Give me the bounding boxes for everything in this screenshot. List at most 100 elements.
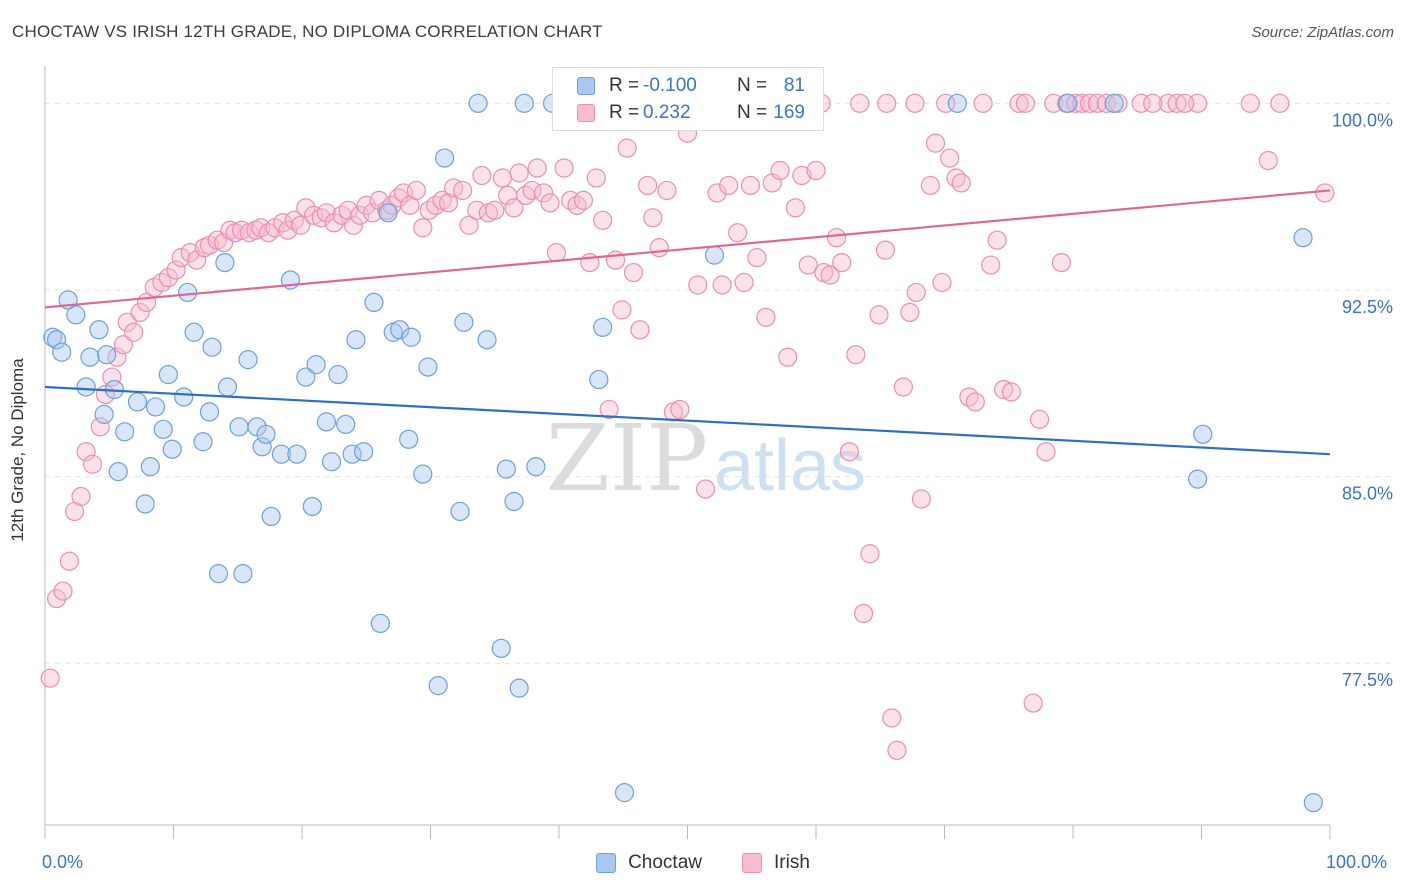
r-label: R = bbox=[609, 75, 640, 96]
irish-point bbox=[102, 367, 122, 387]
irish-point bbox=[438, 193, 459, 213]
irish-point bbox=[932, 272, 952, 293]
irish-point bbox=[826, 228, 847, 248]
irish-point bbox=[951, 173, 971, 193]
watermark-atlas: atlas bbox=[714, 426, 866, 506]
n-label: N = bbox=[737, 102, 768, 123]
choctaw-point bbox=[401, 327, 421, 347]
irish-swatch bbox=[577, 104, 595, 122]
irish-point bbox=[419, 200, 439, 220]
irish-point bbox=[504, 198, 524, 218]
irish-point bbox=[90, 417, 110, 437]
choctaw-point bbox=[306, 355, 326, 375]
chart-title: CHOCTAW VS IRISH 12TH GRADE, NO DIPLOMA … bbox=[12, 22, 603, 41]
irish-point bbox=[670, 399, 690, 420]
choctaw-point bbox=[399, 429, 419, 449]
choctaw-point bbox=[413, 464, 433, 484]
choctaw-point bbox=[418, 357, 438, 377]
choctaw-point bbox=[390, 320, 410, 340]
irish-point bbox=[567, 195, 587, 215]
choctaw-point bbox=[509, 678, 529, 698]
irish-point bbox=[877, 93, 897, 113]
irish-point bbox=[593, 210, 613, 230]
choctaw-point bbox=[76, 377, 96, 397]
irish-point bbox=[220, 220, 240, 240]
irish-point bbox=[792, 165, 812, 186]
irish-point bbox=[981, 255, 1001, 275]
series-legend: Choctaw Irish bbox=[0, 852, 1406, 874]
watermark-zip: ZIP bbox=[546, 405, 708, 512]
irish-point bbox=[887, 740, 907, 760]
irish-point bbox=[820, 265, 840, 285]
irish-point bbox=[860, 544, 880, 564]
n-value: 169 bbox=[773, 102, 805, 123]
y-tick-label: 85.0% bbox=[1342, 484, 1393, 504]
choctaw-point bbox=[199, 402, 220, 422]
legend-label-choctaw: Choctaw bbox=[628, 852, 702, 873]
choctaw-point bbox=[491, 638, 511, 658]
y-tick-label: 100.0% bbox=[1332, 110, 1393, 130]
irish-point bbox=[363, 203, 383, 223]
axes bbox=[44, 66, 1331, 839]
irish-point bbox=[533, 183, 554, 203]
irish-point bbox=[53, 581, 73, 601]
irish-point bbox=[472, 165, 492, 186]
irish-point bbox=[1096, 93, 1117, 113]
irish-point bbox=[1015, 93, 1036, 113]
irish-point bbox=[46, 588, 67, 609]
choctaw-point bbox=[215, 252, 235, 273]
watermark: ZIP atlas bbox=[546, 405, 866, 512]
irish-point bbox=[166, 260, 186, 280]
irish-point bbox=[527, 158, 547, 178]
choctaw-point bbox=[287, 444, 307, 464]
choctaw-point bbox=[450, 501, 470, 522]
legend-row-irish: R = 0.232 N = 169 bbox=[577, 100, 805, 126]
irish-point bbox=[839, 442, 860, 462]
irish-point bbox=[113, 335, 133, 355]
irish-point bbox=[719, 175, 739, 196]
choctaw-point bbox=[302, 496, 322, 517]
choctaw-point bbox=[229, 417, 249, 437]
choctaw-point bbox=[202, 337, 222, 357]
irish-point bbox=[747, 248, 767, 268]
choctaw-point bbox=[174, 387, 194, 407]
choctaw-point bbox=[162, 439, 182, 459]
irish-point bbox=[695, 479, 716, 499]
irish-point bbox=[324, 213, 344, 233]
choctaw-point bbox=[89, 320, 109, 340]
irish-point bbox=[850, 93, 870, 113]
choctaw-point bbox=[435, 148, 455, 168]
irish-point bbox=[492, 168, 513, 188]
legend-item-irish: Irish bbox=[742, 852, 810, 874]
irish-point bbox=[832, 252, 852, 273]
irish-point bbox=[522, 180, 542, 201]
choctaw-point bbox=[127, 392, 148, 412]
choctaw-point bbox=[468, 93, 488, 113]
irish-point bbox=[920, 175, 940, 196]
choctaw-point bbox=[428, 676, 448, 696]
choctaw-point bbox=[514, 93, 534, 113]
irish-point bbox=[707, 183, 727, 203]
choctaw-trend-line bbox=[44, 385, 1331, 456]
irish-point bbox=[1080, 93, 1100, 113]
irish-point bbox=[734, 272, 754, 293]
irish-point bbox=[987, 230, 1007, 250]
irish-points bbox=[40, 93, 1335, 760]
irish-point bbox=[806, 160, 826, 181]
irish-point bbox=[940, 148, 960, 168]
irish-point bbox=[911, 489, 931, 509]
irish-point bbox=[1051, 252, 1072, 273]
choctaw-point bbox=[593, 317, 613, 337]
irish-point bbox=[117, 312, 137, 332]
stats-legend: R = -0.100 N = 81 R = 0.232 N = 169 bbox=[552, 67, 824, 131]
irish-point bbox=[509, 163, 529, 183]
irish-point bbox=[546, 243, 567, 263]
r-label: R = bbox=[609, 102, 640, 123]
irish-point bbox=[258, 223, 279, 243]
choctaw-point bbox=[1188, 469, 1208, 489]
choctaw-point bbox=[80, 347, 100, 367]
legend-label-irish: Irish bbox=[774, 852, 810, 873]
choctaw-point bbox=[252, 437, 272, 457]
irish-point bbox=[356, 195, 376, 215]
choctaw-point bbox=[947, 93, 967, 113]
